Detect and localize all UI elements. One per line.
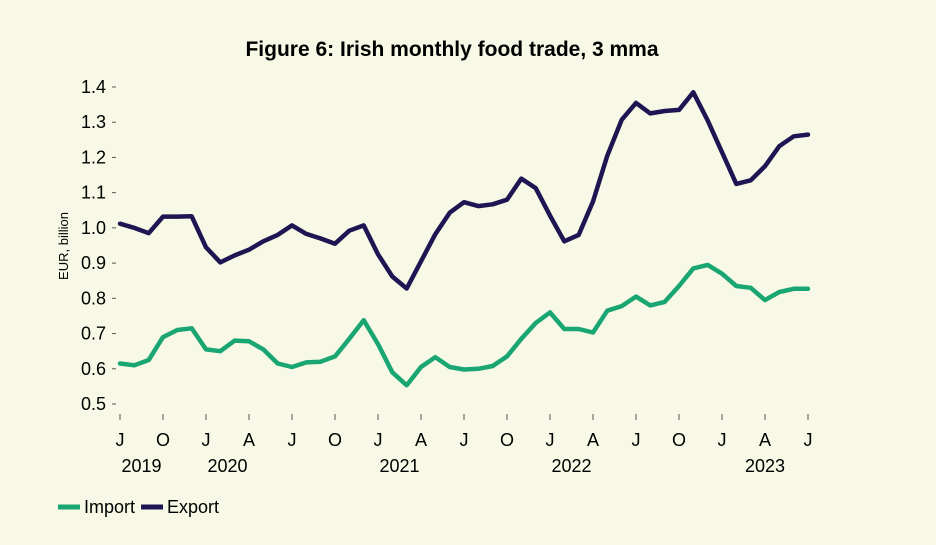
series-layer — [117, 90, 811, 388]
y-axis-title: EUR, billion — [56, 212, 71, 280]
x-year-label: 2022 — [551, 456, 591, 476]
y-tick-label: 0.7 — [81, 324, 106, 344]
y-tick-label: 1.4 — [81, 77, 106, 97]
x-tick-label: J — [116, 430, 125, 450]
legend: Import Export — [58, 497, 219, 517]
y-tick-label: 1.1 — [81, 183, 106, 203]
y-tick-label: 0.6 — [81, 359, 106, 379]
y-tick-label: 1.3 — [81, 112, 106, 132]
y-tick-label: 0.8 — [81, 288, 106, 308]
y-axis: 0.5 0.6 0.7 0.8 0.9 1.0 1.1 1.2 1.3 1.4 — [81, 77, 116, 414]
x-axis: J O J A J O J A J O J A J O J A J 2019 2020 2021 2022 2023 — [116, 414, 813, 476]
x-tick-label: J — [718, 430, 727, 450]
import-legend-label: Import — [84, 497, 135, 517]
x-tick-label: A — [243, 430, 255, 450]
x-tick-label: O — [500, 430, 514, 450]
x-tick-label: J — [374, 430, 383, 450]
x-year-label: 2023 — [745, 456, 785, 476]
x-tick-label: J — [288, 430, 297, 450]
x-tick-label: J — [202, 430, 211, 450]
x-tick-label: O — [156, 430, 170, 450]
x-tick-label: J — [632, 430, 641, 450]
x-tick-label: A — [587, 430, 599, 450]
y-tick-label: 1.0 — [81, 218, 106, 238]
x-tick-label: A — [759, 430, 771, 450]
export-series-line — [117, 90, 811, 291]
x-year-label: 2021 — [379, 456, 419, 476]
x-tick-label: O — [672, 430, 686, 450]
x-tick-label: J — [546, 430, 555, 450]
x-tick-label: J — [804, 430, 813, 450]
chart-title: Figure 6: Irish monthly food trade, 3 mm… — [245, 38, 658, 61]
x-tick-label: O — [328, 430, 342, 450]
y-tick-label: 0.5 — [81, 394, 106, 414]
y-tick-label: 1.2 — [81, 147, 106, 167]
x-tick-label: J — [460, 430, 469, 450]
x-tick-label: A — [415, 430, 427, 450]
import-series-line — [117, 262, 811, 388]
y-tick-label: 0.9 — [81, 253, 106, 273]
x-year-label: 2019 — [121, 456, 161, 476]
x-year-label: 2020 — [207, 456, 247, 476]
export-legend-label: Export — [167, 497, 219, 517]
